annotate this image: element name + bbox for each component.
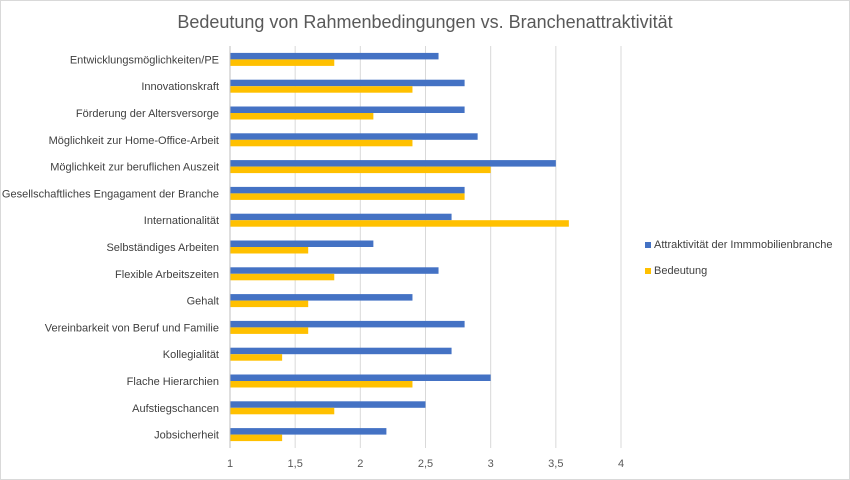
bar-attraktivitaet bbox=[230, 160, 556, 167]
bar-bedeutung bbox=[230, 220, 569, 227]
legend-item-bedeutung: Bedeutung bbox=[645, 264, 833, 278]
x-tick-label: 2,5 bbox=[418, 458, 433, 470]
x-tick-label: 2 bbox=[357, 458, 363, 470]
bar-bedeutung bbox=[230, 86, 413, 93]
category-label: Flache Hierarchien bbox=[127, 376, 219, 388]
bar-bedeutung bbox=[230, 381, 413, 388]
legend-item-attraktivitaet: Attraktivität der Immmobilienbranche bbox=[645, 238, 833, 252]
legend-label-attraktivitaet: Attraktivität der Immmobilienbranche bbox=[654, 239, 833, 251]
category-label: Möglichkeit zur Home-Office-Arbeit bbox=[49, 135, 219, 147]
bar-bedeutung bbox=[230, 273, 335, 281]
category-label: Selbständiges Arbeiten bbox=[106, 242, 219, 254]
bar-bedeutung bbox=[230, 113, 374, 120]
category-label: Flexible Arbeitszeiten bbox=[115, 269, 219, 281]
chart-title: Bedeutung von Rahmenbedingungen vs. Bran… bbox=[177, 12, 673, 32]
bar-attraktivitaet bbox=[230, 267, 439, 274]
bar-attraktivitaet bbox=[230, 401, 426, 408]
legend: Attraktivität der Immmobilienbranche Bed… bbox=[645, 238, 833, 290]
bar-bedeutung bbox=[230, 247, 309, 254]
bar-attraktivitaet bbox=[230, 213, 452, 221]
category-label: Aufstiegschancen bbox=[132, 403, 219, 415]
bar-bedeutung bbox=[230, 434, 283, 442]
category-label: Innovationskraft bbox=[141, 81, 219, 93]
x-tick-label: 1 bbox=[227, 458, 233, 470]
legend-swatch-bedeutung bbox=[645, 268, 651, 274]
bar-attraktivitaet bbox=[230, 294, 413, 301]
category-label: Möglichkeit zur beruflichen Auszeit bbox=[50, 162, 219, 174]
category-label: Förderung der Altersversorge bbox=[76, 108, 219, 120]
legend-swatch-attraktivitaet bbox=[645, 242, 651, 248]
bar-bedeutung bbox=[230, 166, 491, 174]
category-label: Entwicklungsmöglichkeiten/PE bbox=[70, 54, 219, 66]
category-label: Internationalität bbox=[144, 215, 219, 227]
category-label: Vereinbarkeit von Beruf und Familie bbox=[45, 322, 219, 334]
bar-attraktivitaet bbox=[230, 186, 465, 194]
bar-attraktivitaet bbox=[230, 133, 478, 140]
x-tick-label: 1,5 bbox=[288, 458, 303, 470]
bar-bedeutung bbox=[230, 327, 309, 334]
bar-attraktivitaet bbox=[230, 52, 439, 60]
x-tick-label: 4 bbox=[618, 458, 624, 470]
category-label: Kollegialität bbox=[163, 349, 219, 361]
bar-bedeutung bbox=[230, 59, 335, 66]
bar-attraktivitaet bbox=[230, 347, 452, 355]
category-label: Gesellschaftliches Engagament der Branch… bbox=[2, 188, 219, 200]
category-label: Gehalt bbox=[187, 296, 219, 308]
bar-attraktivitaet bbox=[230, 240, 374, 247]
bar-attraktivitaet bbox=[230, 106, 465, 113]
bar-attraktivitaet bbox=[230, 320, 465, 328]
bar-bedeutung bbox=[230, 354, 283, 361]
bar-bedeutung bbox=[230, 407, 335, 415]
bar-attraktivitaet bbox=[230, 428, 387, 435]
bar-attraktivitaet bbox=[230, 79, 465, 87]
x-tick-label: 3 bbox=[488, 458, 494, 470]
bar-bedeutung bbox=[230, 139, 413, 147]
bar-attraktivitaet bbox=[230, 374, 491, 381]
bar-bedeutung bbox=[230, 300, 309, 308]
legend-label-bedeutung: Bedeutung bbox=[654, 265, 708, 277]
category-label: Jobsicherheit bbox=[154, 430, 219, 442]
x-tick-label: 3,5 bbox=[548, 458, 563, 470]
bar-bedeutung bbox=[230, 193, 465, 200]
